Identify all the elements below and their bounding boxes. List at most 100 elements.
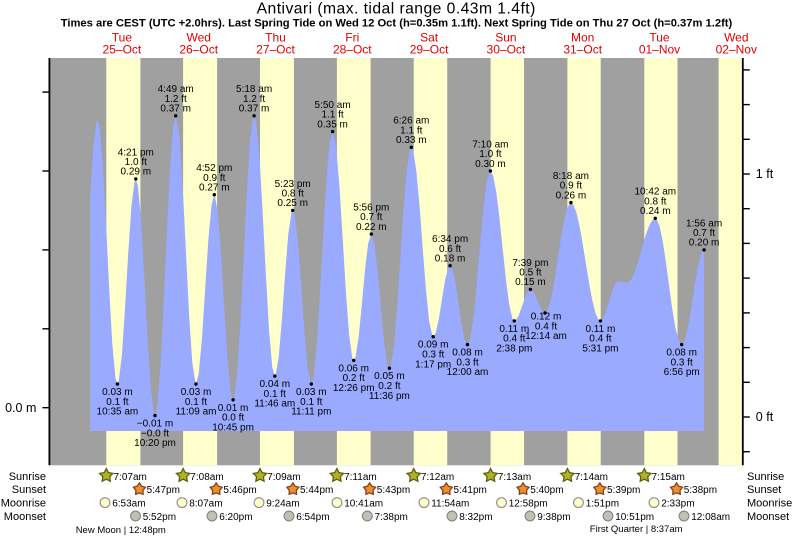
svg-text:0.1 ft: 0.1 ft bbox=[264, 389, 286, 400]
svg-text:0.5 ft: 0.5 ft bbox=[519, 268, 541, 279]
svg-text:0.09 m: 0.09 m bbox=[418, 340, 449, 351]
svg-text:0.9 ft: 0.9 ft bbox=[560, 181, 582, 192]
svg-text:Sunset: Sunset bbox=[12, 484, 46, 496]
svg-text:4:21 pm: 4:21 pm bbox=[118, 147, 154, 158]
svg-text:Sat: Sat bbox=[420, 31, 439, 45]
svg-text:7:11am: 7:11am bbox=[344, 472, 377, 483]
svg-text:10:20 pm: 10:20 pm bbox=[134, 438, 176, 449]
svg-text:7:38pm: 7:38pm bbox=[375, 512, 408, 523]
svg-text:7:07am: 7:07am bbox=[114, 472, 147, 483]
svg-text:7:08am: 7:08am bbox=[190, 472, 223, 483]
svg-text:0.18 m: 0.18 m bbox=[435, 254, 466, 265]
svg-text:Tue: Tue bbox=[649, 31, 670, 45]
svg-text:1.0 ft: 1.0 ft bbox=[125, 157, 147, 168]
svg-text:0.9 ft: 0.9 ft bbox=[203, 173, 225, 184]
svg-text:5:56 pm: 5:56 pm bbox=[353, 203, 389, 214]
svg-text:7:12am: 7:12am bbox=[421, 472, 454, 483]
svg-text:12:58pm: 12:58pm bbox=[509, 499, 548, 510]
svg-text:New Moon | 12:48pm: New Moon | 12:48pm bbox=[76, 525, 166, 536]
svg-text:0.37 m: 0.37 m bbox=[160, 104, 191, 115]
svg-text:Wed: Wed bbox=[724, 31, 748, 45]
svg-text:5:46pm: 5:46pm bbox=[223, 485, 256, 496]
svg-text:0.11 m: 0.11 m bbox=[499, 324, 529, 335]
svg-text:1.0 ft: 1.0 ft bbox=[479, 149, 501, 160]
svg-text:−0.0 ft: −0.0 ft bbox=[141, 428, 169, 439]
svg-text:9:38pm: 9:38pm bbox=[537, 512, 570, 523]
svg-text:0.1 ft: 0.1 ft bbox=[106, 397, 128, 408]
svg-text:12:00 am: 12:00 am bbox=[447, 367, 489, 378]
svg-text:1.1 ft: 1.1 ft bbox=[321, 110, 343, 121]
svg-text:11:54am: 11:54am bbox=[431, 499, 469, 510]
svg-text:0.12 m: 0.12 m bbox=[531, 312, 562, 323]
svg-text:2:33pm: 2:33pm bbox=[661, 499, 694, 510]
svg-text:0.7 ft: 0.7 ft bbox=[360, 212, 382, 223]
svg-text:11:46 am: 11:46 am bbox=[254, 399, 295, 410]
svg-text:12:08am: 12:08am bbox=[691, 512, 730, 523]
svg-text:0.4 ft: 0.4 ft bbox=[589, 334, 611, 345]
svg-text:6:53am: 6:53am bbox=[112, 499, 145, 510]
svg-text:0.4 ft: 0.4 ft bbox=[535, 321, 557, 332]
svg-text:7:13am: 7:13am bbox=[498, 472, 531, 483]
svg-text:Sun: Sun bbox=[495, 31, 516, 45]
svg-text:5:50 am: 5:50 am bbox=[315, 100, 351, 111]
svg-text:Sunset: Sunset bbox=[747, 484, 781, 496]
svg-text:0.8 ft: 0.8 ft bbox=[644, 196, 666, 207]
svg-text:1.2 ft: 1.2 ft bbox=[165, 94, 187, 105]
svg-text:7:14am: 7:14am bbox=[575, 472, 608, 483]
svg-text:25–Oct: 25–Oct bbox=[103, 43, 142, 57]
svg-text:31–Oct: 31–Oct bbox=[563, 43, 602, 57]
svg-text:10:41am: 10:41am bbox=[344, 499, 383, 510]
svg-text:28–Oct: 28–Oct bbox=[333, 43, 372, 57]
svg-text:29–Oct: 29–Oct bbox=[410, 43, 449, 57]
svg-text:0.20 m: 0.20 m bbox=[689, 238, 720, 249]
svg-text:0.11 m: 0.11 m bbox=[585, 324, 615, 335]
svg-text:1:51pm: 1:51pm bbox=[586, 499, 619, 510]
svg-text:First Quarter | 8:37am: First Quarter | 8:37am bbox=[590, 524, 683, 535]
svg-text:1:17 pm: 1:17 pm bbox=[415, 359, 451, 370]
svg-text:5:18 am: 5:18 am bbox=[236, 84, 272, 95]
svg-text:11:11 pm: 11:11 pm bbox=[291, 407, 331, 418]
svg-text:0.06 m: 0.06 m bbox=[338, 363, 369, 374]
svg-text:Moonset: Moonset bbox=[747, 511, 789, 523]
svg-text:0.01 m: 0.01 m bbox=[218, 403, 249, 414]
svg-text:5:39pm: 5:39pm bbox=[607, 485, 640, 496]
svg-text:4:49 am: 4:49 am bbox=[158, 84, 194, 95]
svg-text:5:38pm: 5:38pm bbox=[684, 485, 717, 496]
svg-text:7:39 pm: 7:39 pm bbox=[512, 258, 548, 269]
svg-text:5:31 pm: 5:31 pm bbox=[582, 344, 618, 355]
svg-text:Moonrise: Moonrise bbox=[747, 498, 792, 510]
svg-text:9:24am: 9:24am bbox=[266, 499, 299, 510]
svg-text:Mon: Mon bbox=[571, 31, 594, 45]
svg-text:5:44pm: 5:44pm bbox=[300, 485, 333, 496]
svg-text:0.1 ft: 0.1 ft bbox=[300, 397, 322, 408]
svg-text:0.37 m: 0.37 m bbox=[239, 104, 270, 115]
svg-text:Tue: Tue bbox=[112, 31, 133, 45]
svg-text:0.1 ft: 0.1 ft bbox=[185, 397, 207, 408]
svg-text:30–Oct: 30–Oct bbox=[487, 43, 526, 57]
svg-text:0.22 m: 0.22 m bbox=[356, 222, 387, 233]
svg-text:5:47pm: 5:47pm bbox=[147, 485, 180, 496]
svg-text:8:07am: 8:07am bbox=[189, 499, 222, 510]
svg-text:0.3 ft: 0.3 ft bbox=[456, 357, 478, 368]
svg-text:0.7 ft: 0.7 ft bbox=[693, 228, 715, 239]
svg-text:1:56 am: 1:56 am bbox=[686, 218, 722, 229]
svg-text:0.2 ft: 0.2 ft bbox=[378, 381, 400, 392]
svg-text:Fri: Fri bbox=[345, 31, 359, 45]
svg-text:2:38 pm: 2:38 pm bbox=[496, 344, 532, 355]
svg-text:0.26 m: 0.26 m bbox=[556, 190, 587, 201]
svg-text:5:52pm: 5:52pm bbox=[143, 512, 176, 523]
svg-text:0.8 ft: 0.8 ft bbox=[282, 189, 304, 200]
svg-text:Thu: Thu bbox=[265, 31, 286, 45]
svg-text:0.6 ft: 0.6 ft bbox=[439, 244, 461, 255]
svg-text:6:26 am: 6:26 am bbox=[393, 116, 429, 127]
svg-text:0.3 ft: 0.3 ft bbox=[422, 350, 444, 361]
svg-text:1.1 ft: 1.1 ft bbox=[400, 125, 422, 136]
svg-text:0.30 m: 0.30 m bbox=[475, 159, 506, 170]
svg-text:12:14 am: 12:14 am bbox=[525, 331, 567, 342]
svg-text:10:35 am: 10:35 am bbox=[97, 407, 139, 418]
svg-text:Sunrise: Sunrise bbox=[747, 471, 784, 483]
svg-text:8:32pm: 8:32pm bbox=[459, 512, 492, 523]
svg-text:6:54pm: 6:54pm bbox=[296, 512, 329, 523]
svg-text:−0.01 m: −0.01 m bbox=[137, 419, 173, 430]
svg-text:5:40pm: 5:40pm bbox=[530, 485, 563, 496]
